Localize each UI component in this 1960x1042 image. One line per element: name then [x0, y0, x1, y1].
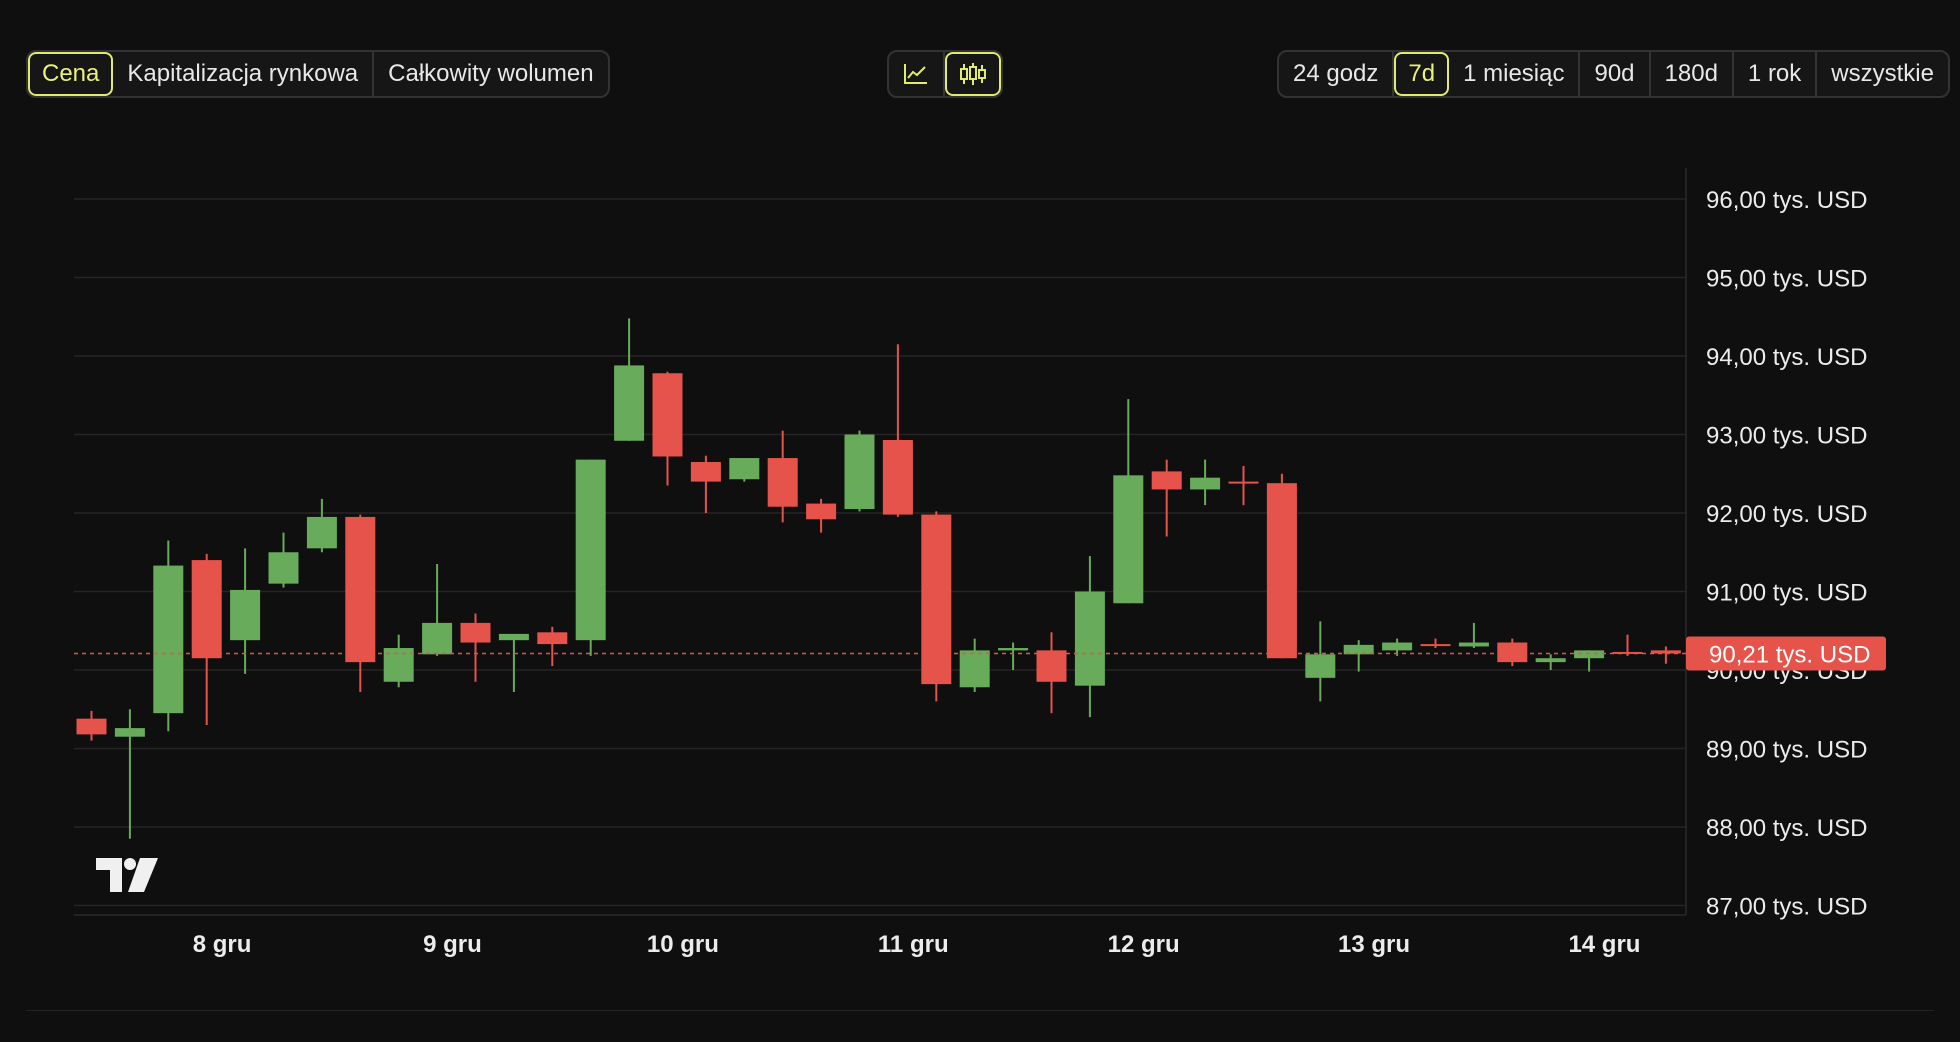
- y-tick-label: 96,00 tys. USD: [1706, 187, 1867, 214]
- range-24h[interactable]: 24 godz: [1279, 52, 1395, 96]
- candle-body: [1305, 654, 1336, 678]
- tab-total-volume[interactable]: Całkowity wolumen: [388, 60, 594, 87]
- candle-body: [76, 718, 107, 735]
- candle-body: [1497, 642, 1528, 663]
- candle-body: [575, 459, 606, 641]
- range-1m[interactable]: 1 miesiąc: [1449, 52, 1581, 96]
- candle-body: [959, 650, 990, 688]
- candle-body: [1650, 650, 1681, 654]
- candle-body: [1113, 475, 1144, 604]
- x-tick-label: 13 gru: [1338, 931, 1410, 958]
- y-tick-label: 89,00 tys. USD: [1706, 737, 1867, 764]
- current-price-badge: [1686, 636, 1886, 671]
- candle-body: [306, 516, 337, 549]
- tab-price[interactable]: Cena: [28, 52, 113, 96]
- candle-body: [1343, 644, 1374, 655]
- x-tick-label: 8 gru: [193, 931, 252, 958]
- candle-body: [1074, 591, 1105, 686]
- candle-body: [345, 516, 376, 663]
- candle-body: [1382, 642, 1413, 651]
- candle-body: [614, 365, 645, 441]
- y-tick-label: 92,00 tys. USD: [1706, 501, 1867, 528]
- candle-body: [921, 514, 952, 685]
- y-tick-label: 87,00 tys. USD: [1706, 894, 1867, 921]
- x-tick-label: 10 gru: [647, 931, 719, 958]
- x-tick-label: 14 gru: [1568, 931, 1640, 958]
- candle-body: [1036, 650, 1067, 682]
- y-tick-label: 91,00 tys. USD: [1706, 580, 1867, 607]
- candlestick-icon: [960, 63, 986, 85]
- candle-body: [268, 552, 299, 584]
- candle-body: [806, 503, 837, 520]
- candle-body: [537, 632, 568, 645]
- candle-body: [1535, 658, 1566, 663]
- x-axis-labels: 8 gru 9 gru 10 gru 11 gru 12 gru 13 gru 14 gru: [193, 931, 1641, 958]
- candle-body: [422, 622, 453, 655]
- tab-market-cap[interactable]: Kapitalizacja rynkowa: [113, 52, 375, 96]
- y-axis-labels: 96,00 tys. USD 95,00 tys. USD 94,00 tys. U…: [1706, 187, 1867, 921]
- range-90d[interactable]: 90d: [1580, 52, 1651, 96]
- candle-body: [498, 633, 529, 641]
- y-tick-label: 95,00 tys. USD: [1706, 266, 1867, 293]
- range-180d[interactable]: 180d: [1651, 52, 1734, 96]
- candle-body: [230, 589, 261, 641]
- candle-body: [1420, 644, 1451, 647]
- candle-body: [1458, 642, 1489, 647]
- range-7d[interactable]: 7d: [1394, 52, 1449, 96]
- candle-body: [767, 458, 798, 507]
- candle-body: [652, 373, 683, 457]
- candle-body: [1266, 483, 1297, 659]
- line-chart-button[interactable]: [889, 52, 945, 96]
- candle-body: [153, 565, 184, 714]
- metric-tabs: Cena Kapitalizacja rynkowa Całkowity wol…: [26, 50, 610, 98]
- candle-body: [1228, 481, 1259, 484]
- y-tick-label: 88,00 tys. USD: [1706, 815, 1867, 842]
- y-tick-label: 94,00 tys. USD: [1706, 344, 1867, 371]
- candle-body: [729, 458, 760, 480]
- line-chart-icon: [904, 64, 927, 84]
- range-all[interactable]: wszystkie: [1831, 60, 1934, 87]
- candle-body: [460, 622, 491, 643]
- x-tick-label: 9 gru: [423, 931, 482, 958]
- candle-body: [114, 728, 145, 737]
- tradingview-logo: [96, 858, 158, 892]
- candle-body: [998, 648, 1029, 651]
- current-price-marker: 90,21 tys. USD: [74, 636, 1886, 671]
- chart-type-toggle: [887, 50, 1003, 98]
- grid-lines: [74, 168, 1687, 916]
- y-tick-label: 93,00 tys. USD: [1706, 423, 1867, 450]
- divider: [26, 1010, 1934, 1011]
- range-1y[interactable]: 1 rok: [1734, 52, 1818, 96]
- candle-body: [844, 434, 875, 510]
- current-price-label: 90,21 tys. USD: [1709, 642, 1870, 669]
- candlestick-button[interactable]: [945, 52, 1001, 96]
- candle-body: [1574, 650, 1605, 659]
- candles: [76, 318, 1681, 839]
- candle-body: [1190, 477, 1221, 490]
- range-tabs: 24 godz 7d 1 miesiąc 90d 180d 1 rok wszy…: [1277, 50, 1950, 98]
- candle-body: [1151, 471, 1182, 490]
- candle-body: [690, 461, 721, 482]
- x-tick-label: 11 gru: [878, 931, 949, 958]
- x-tick-label: 12 gru: [1108, 931, 1180, 958]
- candle-body: [191, 560, 222, 659]
- candle-body: [882, 439, 913, 515]
